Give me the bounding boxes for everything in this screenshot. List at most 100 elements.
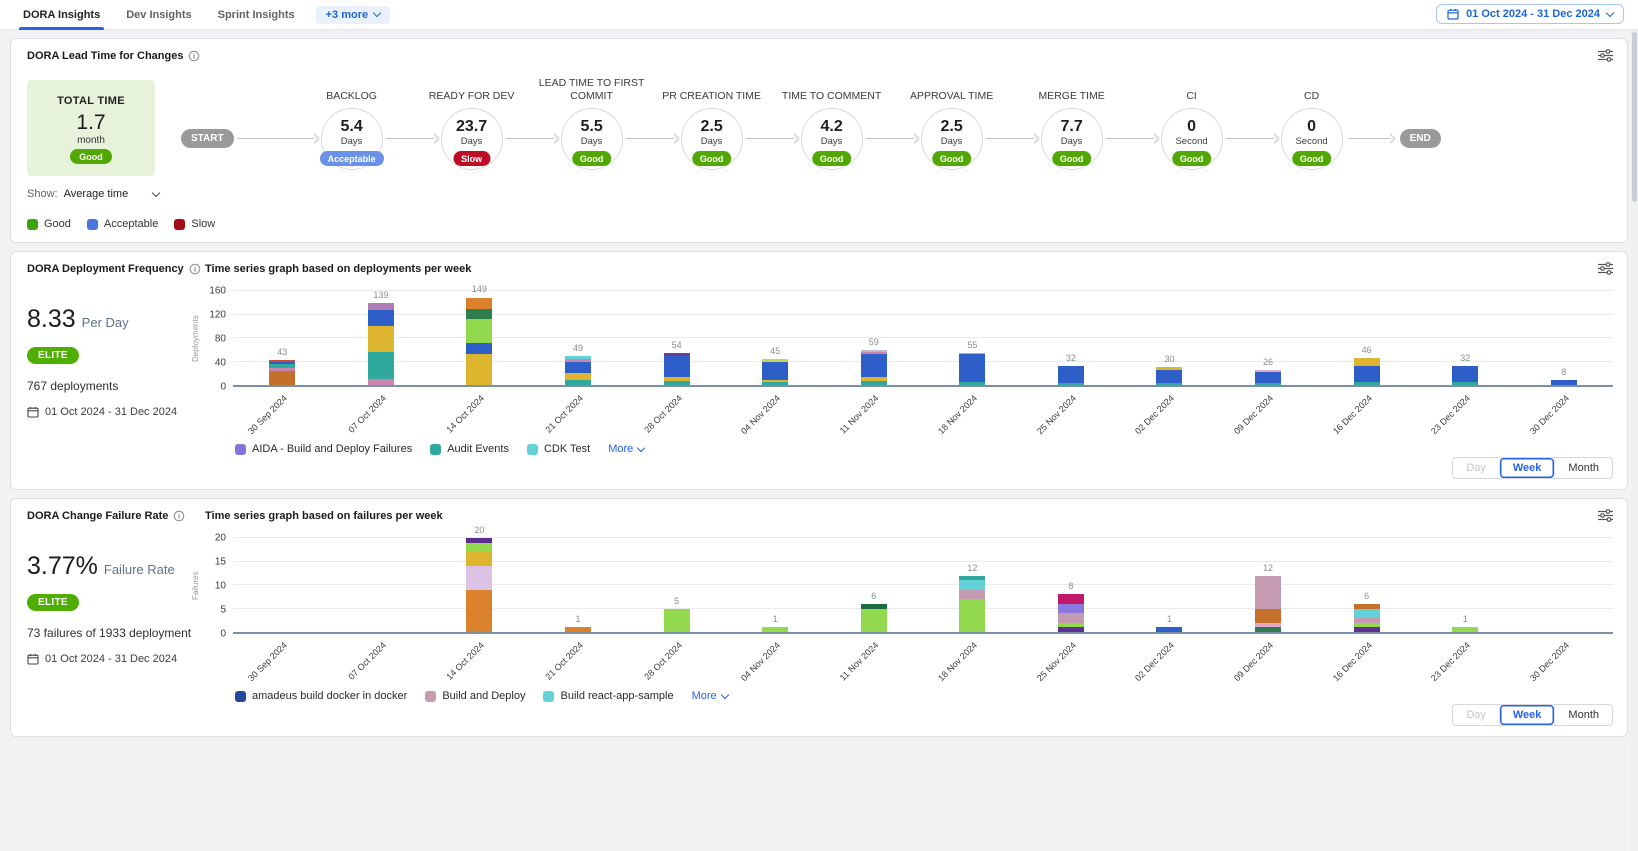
bar[interactable] xyxy=(959,575,986,632)
bar-segment xyxy=(466,538,493,543)
scrollbar-thumb[interactable] xyxy=(1632,32,1637,202)
legend-item[interactable]: CDK Test xyxy=(526,443,590,455)
x-tick-label: 28 Oct 2024 xyxy=(641,393,684,435)
deployments-per-day-value: 8.33 xyxy=(27,305,76,333)
elite-badge: ELITE xyxy=(27,594,79,611)
y-tick-label: 120 xyxy=(209,309,226,321)
bar[interactable] xyxy=(565,627,592,632)
legend-item[interactable]: Build and Deploy xyxy=(425,690,525,702)
bar[interactable] xyxy=(466,297,493,385)
bar-segment xyxy=(1353,365,1380,383)
info-icon[interactable]: i xyxy=(173,510,185,522)
tune-filter-icon[interactable] xyxy=(1598,262,1613,275)
info-icon[interactable]: i xyxy=(189,263,201,275)
bar[interactable] xyxy=(466,538,493,632)
bar-segment xyxy=(1452,366,1479,383)
toggle-option-day[interactable]: Day xyxy=(1466,709,1486,721)
bar-segment xyxy=(565,373,592,381)
bar[interactable] xyxy=(860,350,887,385)
stage-node: 5.5 Days Good xyxy=(560,108,623,170)
tab-dora-insights[interactable]: DORA Insights xyxy=(10,0,113,30)
legend-item[interactable]: Build react-app-sample xyxy=(543,690,674,702)
bar-segment xyxy=(1353,603,1380,609)
x-tick: 30 Sep 2024 xyxy=(233,387,332,439)
page-scrollbar[interactable] xyxy=(1631,30,1638,851)
bar-segment xyxy=(959,352,986,354)
bar[interactable] xyxy=(663,608,690,632)
legend-item: Slow xyxy=(174,218,215,230)
bar-segment xyxy=(959,589,986,600)
date-range-label: 01 Oct 2024 - 31 Dec 2024 xyxy=(1466,8,1600,20)
lead-time-title: DORA Lead Time for Changes xyxy=(27,49,184,62)
x-tick: 25 Nov 2024 xyxy=(1022,634,1121,686)
bar-segment xyxy=(1255,627,1282,632)
stage-status-badge: Good xyxy=(1291,151,1332,166)
bar[interactable] xyxy=(1452,366,1479,385)
bar-column: 49 xyxy=(529,291,628,385)
toggle-option-month[interactable]: Month xyxy=(1554,458,1612,478)
legend-swatch xyxy=(425,690,437,702)
bar[interactable] xyxy=(1255,575,1282,632)
bar[interactable] xyxy=(1452,627,1479,632)
bar-column: 54 xyxy=(627,291,726,385)
bar-value-label: 1 xyxy=(1166,614,1172,625)
legend-item[interactable]: amadeus build docker in docker xyxy=(235,690,407,702)
legend-item[interactable]: Audit Events xyxy=(430,443,509,455)
bar[interactable] xyxy=(762,358,789,385)
bar[interactable] xyxy=(1353,358,1380,385)
stage-status-badge: Good xyxy=(931,151,972,166)
stats-date-label: 01 Oct 2024 - 31 Dec 2024 xyxy=(45,653,178,665)
bar[interactable] xyxy=(367,303,394,385)
tab-bar: DORA Insights Dev Insights Sprint Insigh… xyxy=(0,0,1638,30)
bar[interactable] xyxy=(762,627,789,632)
legend-more-link[interactable]: More xyxy=(608,443,646,455)
panel-title: DORA Deployment Frequency i xyxy=(27,263,205,275)
x-tick-label: 25 Nov 2024 xyxy=(1034,393,1078,437)
bar[interactable] xyxy=(565,356,592,385)
toggle-option-month[interactable]: Month xyxy=(1554,705,1612,725)
show-dropdown[interactable]: Show: Average time xyxy=(27,188,161,200)
svg-text:i: i xyxy=(178,511,180,520)
toggle-option-day[interactable]: Day xyxy=(1466,462,1486,474)
date-range-picker[interactable]: 01 Oct 2024 - 31 Dec 2024 xyxy=(1436,4,1624,24)
granularity-toggle: Day Week Month xyxy=(1452,704,1613,726)
legend-more-link[interactable]: More xyxy=(692,690,729,702)
bar[interactable] xyxy=(1550,380,1577,385)
bar[interactable] xyxy=(959,352,986,385)
x-tick: 28 Oct 2024 xyxy=(627,387,726,439)
x-tick-label: 30 Dec 2024 xyxy=(1527,393,1571,437)
toggle-option-week[interactable]: Week xyxy=(1498,705,1555,725)
stage-unit: Days xyxy=(340,136,363,147)
x-tick-label: 18 Nov 2024 xyxy=(936,393,980,437)
bar-value-label: 8 xyxy=(1561,367,1567,378)
chart-subtitle: Time series graph based on deployments p… xyxy=(205,262,472,275)
bar[interactable] xyxy=(1156,367,1183,385)
info-icon[interactable]: i xyxy=(188,50,200,62)
x-tick-label: 23 Dec 2024 xyxy=(1429,393,1473,437)
stats-date-range: 01 Oct 2024 - 31 Dec 2024 xyxy=(27,406,191,418)
toggle-option-week[interactable]: Week xyxy=(1498,458,1555,478)
tune-filter-icon[interactable] xyxy=(1598,509,1613,522)
bar[interactable] xyxy=(1057,366,1084,385)
bar-segment xyxy=(860,603,887,609)
legend-more-label: More xyxy=(608,443,634,455)
bar-segment xyxy=(269,361,296,365)
y-tick-label: 160 xyxy=(209,285,226,297)
more-tabs-button[interactable]: +3 more xyxy=(315,5,391,24)
tune-filter-icon[interactable] xyxy=(1598,49,1613,62)
bar[interactable] xyxy=(860,603,887,632)
tab-dev-insights[interactable]: Dev Insights xyxy=(126,8,192,21)
bar-segment xyxy=(762,358,789,363)
bar-segment xyxy=(367,303,394,311)
stage-name: TIME TO COMMENT xyxy=(781,89,882,102)
bar[interactable] xyxy=(1255,369,1282,385)
bar[interactable] xyxy=(1057,594,1084,632)
bar[interactable] xyxy=(663,353,690,385)
bar[interactable] xyxy=(1156,627,1183,632)
legend-item[interactable]: AIDA - Build and Deploy Failures xyxy=(235,443,412,455)
tab-sprint-insights[interactable]: Sprint Insights xyxy=(217,8,295,21)
bar-segment xyxy=(1353,608,1380,618)
bar[interactable] xyxy=(269,359,296,385)
bar[interactable] xyxy=(1353,603,1380,632)
deployment-chart-legend: AIDA - Build and Deploy Failures Audit Ev… xyxy=(235,443,1613,455)
